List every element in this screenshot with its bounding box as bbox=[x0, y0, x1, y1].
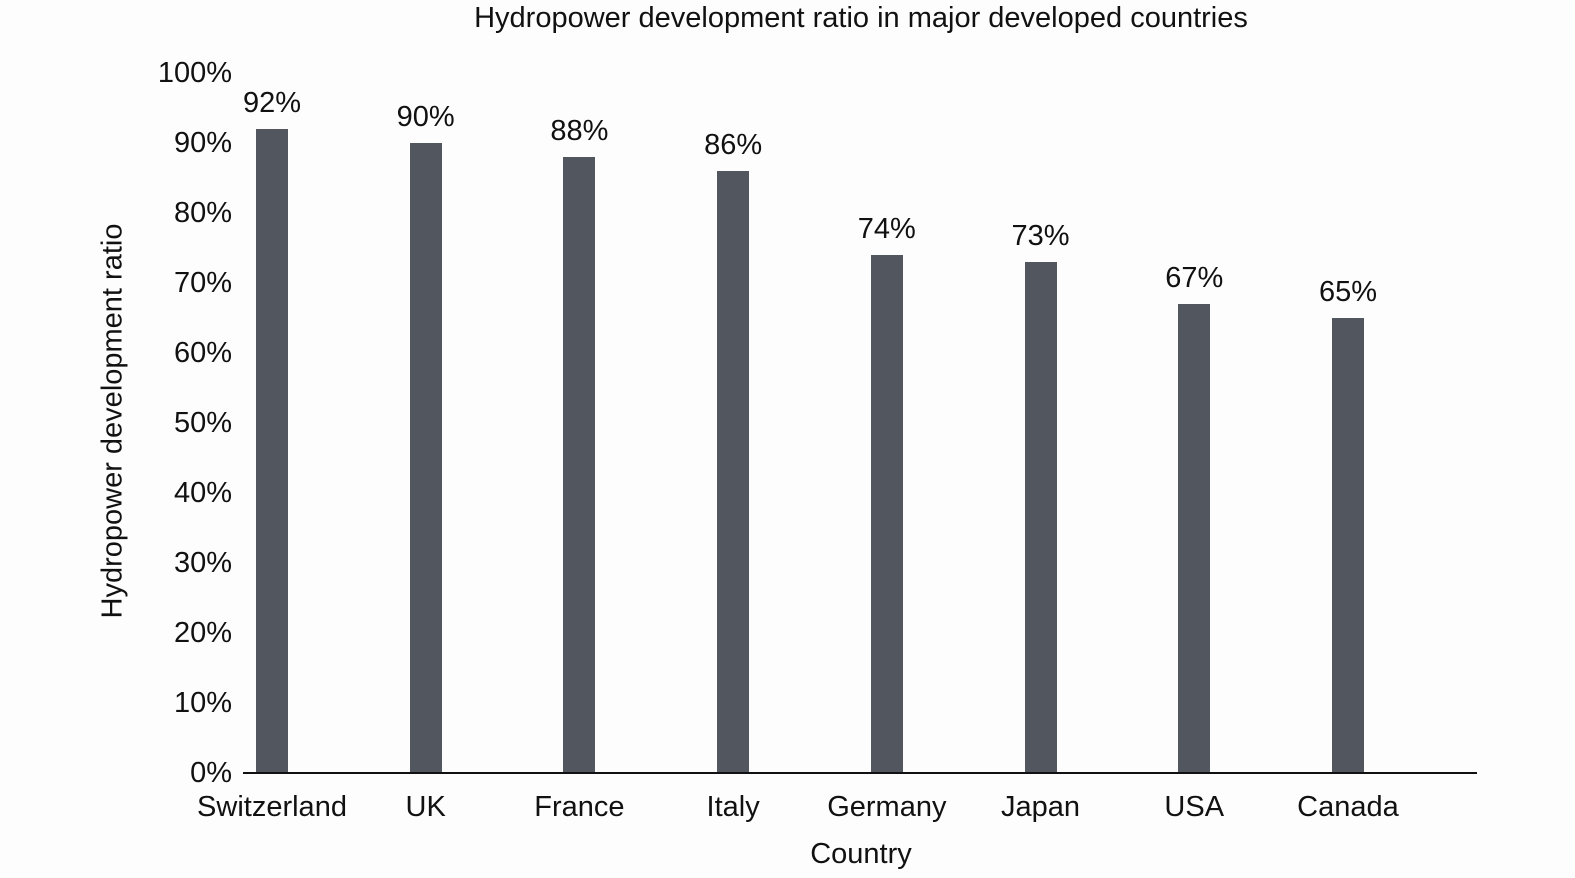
x-tick-label: USA bbox=[1164, 791, 1225, 823]
bar-switzerland bbox=[256, 129, 288, 773]
bar-value-label: 90% bbox=[396, 101, 455, 133]
bar-value-label: 86% bbox=[704, 129, 763, 161]
bar-value-label: 88% bbox=[550, 115, 609, 147]
y-tick-label: 0% bbox=[190, 757, 232, 789]
bar-japan bbox=[1024, 262, 1057, 773]
bar-germany bbox=[870, 255, 903, 773]
x-tick-label: Germany bbox=[827, 791, 947, 823]
y-tick-label: 60% bbox=[173, 337, 232, 369]
x-tick-label: France bbox=[534, 791, 625, 823]
bar-canada bbox=[1331, 318, 1364, 773]
x-tick-label: Japan bbox=[1001, 791, 1081, 823]
bar-value-label: 92% bbox=[242, 87, 302, 119]
y-tick-label: 10% bbox=[173, 687, 232, 719]
bar-value-label: 65% bbox=[1318, 276, 1377, 308]
y-tick-label: 20% bbox=[173, 617, 232, 649]
x-tick-label: Italy bbox=[706, 791, 760, 823]
bar-italy bbox=[717, 171, 750, 773]
bar-uk bbox=[409, 143, 442, 773]
y-tick-label: 100% bbox=[157, 57, 232, 89]
x-tick-label: UK bbox=[405, 791, 446, 823]
y-tick-label: 40% bbox=[173, 477, 232, 509]
y-tick-label: 80% bbox=[173, 197, 232, 229]
chart-title: Hydropower development ratio in major de… bbox=[474, 2, 1248, 34]
x-tick-label: Canada bbox=[1297, 791, 1399, 823]
bar-usa bbox=[1178, 304, 1211, 773]
y-tick-label: 90% bbox=[173, 127, 232, 159]
x-tick-label: Switzerland bbox=[197, 791, 347, 823]
y-tick-label: 70% bbox=[173, 267, 232, 299]
x-axis-line bbox=[243, 772, 1477, 774]
bar-value-label: 73% bbox=[1011, 220, 1070, 252]
bar-value-label: 74% bbox=[857, 213, 916, 245]
y-tick-label: 30% bbox=[173, 547, 232, 579]
bar-france bbox=[563, 157, 596, 773]
bar-value-label: 67% bbox=[1165, 262, 1224, 294]
y-tick-label: 50% bbox=[173, 407, 232, 439]
x-axis-title: Country bbox=[810, 838, 912, 870]
